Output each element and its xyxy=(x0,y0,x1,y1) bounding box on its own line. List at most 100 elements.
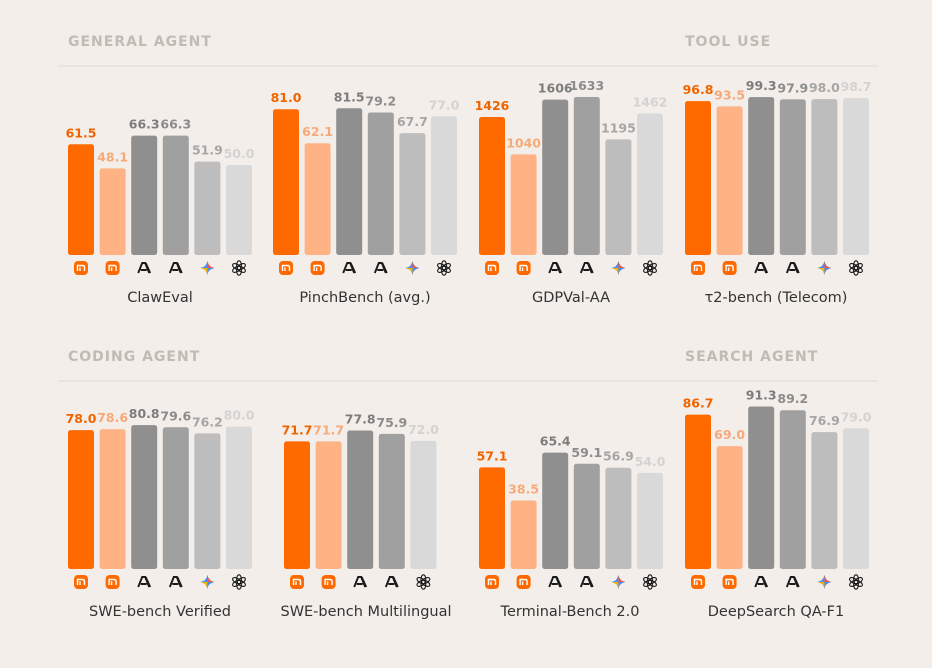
openai-icon xyxy=(232,260,246,276)
bar-2-bench-telecom-0 xyxy=(685,101,711,255)
bar-pinchbench-avg-2 xyxy=(336,108,363,255)
value-label-gdpval-aa-4: 1195 xyxy=(601,120,636,135)
value-label-terminal-bench-2-0-0: 57.1 xyxy=(477,448,508,463)
bar-swe-bench-multilingual-1 xyxy=(315,441,342,569)
gemini-icon xyxy=(611,575,626,589)
bar-claweval-2 xyxy=(131,135,158,255)
xiaomi-icon xyxy=(485,261,499,275)
anthropic-icon xyxy=(785,262,800,274)
bar-pinchbench-avg-0 xyxy=(273,109,299,255)
bar-terminal-bench-2-0-4 xyxy=(605,467,632,569)
anthropic-icon xyxy=(342,262,357,274)
bar-pinchbench-avg-4 xyxy=(399,133,426,255)
anthropic-icon xyxy=(579,576,594,588)
anthropic-icon xyxy=(384,576,399,588)
benchmark-label-2-bench-telecom: τ2-bench (Telecom) xyxy=(705,290,848,306)
bar-deepsearch-qa-f1-1 xyxy=(716,446,743,569)
bar-swe-bench-verified-2 xyxy=(131,425,158,569)
openai-icon xyxy=(643,260,657,276)
bar-pinchbench-avg-3 xyxy=(367,112,394,255)
value-label-swe-bench-multilingual-4: 72.0 xyxy=(408,422,439,437)
xiaomi-icon xyxy=(321,575,336,589)
anthropic-icon xyxy=(754,262,769,274)
xiaomi-icon xyxy=(105,575,120,589)
value-label-deepsearch-qa-f1-3: 89.2 xyxy=(777,391,808,406)
value-label-claweval-3: 66.3 xyxy=(160,117,191,132)
value-label-2-bench-telecom-2: 99.3 xyxy=(746,78,777,93)
anthropic-icon xyxy=(754,576,769,588)
openai-icon xyxy=(437,260,451,276)
bar-claweval-4 xyxy=(194,161,221,255)
bar-deepsearch-qa-f1-4 xyxy=(811,432,838,569)
section-title-tool-use: TOOL USE xyxy=(685,34,771,50)
bar-pinchbench-avg-5 xyxy=(431,116,457,256)
bar-deepsearch-qa-f1-0 xyxy=(685,414,711,569)
xiaomi-icon xyxy=(691,261,705,275)
value-label-swe-bench-multilingual-1: 71.7 xyxy=(313,422,344,437)
bar-swe-bench-multilingual-2 xyxy=(347,430,374,569)
value-label-swe-bench-verified-4: 76.2 xyxy=(192,414,223,429)
value-label-terminal-bench-2-0-2: 65.4 xyxy=(540,434,571,449)
anthropic-icon xyxy=(137,576,152,588)
bar-claweval-1 xyxy=(99,168,126,255)
value-label-swe-bench-verified-2: 80.8 xyxy=(129,406,160,421)
openai-icon xyxy=(849,260,863,276)
anthropic-icon xyxy=(548,262,563,274)
value-label-swe-bench-verified-1: 78.6 xyxy=(97,410,128,425)
bar-swe-bench-verified-3 xyxy=(162,427,189,569)
xiaomi-icon xyxy=(310,261,325,275)
bar-2-bench-telecom-1 xyxy=(716,106,743,256)
bar-2-bench-telecom-3 xyxy=(779,99,806,256)
value-label-pinchbench-avg-2: 81.5 xyxy=(334,89,365,104)
bar-swe-bench-multilingual-3 xyxy=(378,433,405,569)
xiaomi-icon xyxy=(516,261,531,275)
value-label-terminal-bench-2-0-3: 59.1 xyxy=(571,445,602,460)
value-label-2-bench-telecom-3: 97.9 xyxy=(777,80,808,95)
xiaomi-icon xyxy=(691,575,705,589)
charts-layer: 61.548.166.3 66.351.9 50.0ClawEval81.062.1… xyxy=(66,78,872,620)
benchmark-label-claweval: ClawEval xyxy=(127,290,193,306)
bar-swe-bench-multilingual-4 xyxy=(410,440,437,569)
value-label-pinchbench-avg-1: 62.1 xyxy=(302,124,333,139)
value-label-gdpval-aa-3: 1633 xyxy=(569,78,604,93)
gemini-icon xyxy=(817,261,832,275)
bar-swe-bench-verified-4 xyxy=(194,433,221,569)
bar-gdpval-aa-1 xyxy=(510,154,537,255)
bar-2-bench-telecom-5 xyxy=(843,98,869,255)
openai-icon xyxy=(232,574,246,590)
bar-gdpval-aa-4 xyxy=(605,139,632,255)
bar-terminal-bench-2-0-0 xyxy=(479,467,505,569)
value-label-deepsearch-qa-f1-1: 69.0 xyxy=(714,427,745,442)
value-label-deepsearch-qa-f1-2: 91.3 xyxy=(746,387,777,402)
bar-gdpval-aa-3 xyxy=(573,96,600,255)
anthropic-icon xyxy=(373,262,388,274)
bar-deepsearch-qa-f1-5 xyxy=(843,428,869,569)
value-label-gdpval-aa-5: 1462 xyxy=(633,95,668,110)
bar-2-bench-telecom-4 xyxy=(811,99,838,256)
gemini-icon xyxy=(200,261,215,275)
bar-terminal-bench-2-0-5 xyxy=(637,472,663,569)
bar-swe-bench-verified-0 xyxy=(68,430,94,569)
xiaomi-icon xyxy=(485,575,499,589)
anthropic-icon xyxy=(137,262,152,274)
xiaomi-icon xyxy=(279,261,293,275)
bar-claweval-3 xyxy=(162,135,189,255)
bar-2-bench-telecom-2 xyxy=(748,97,775,255)
value-label-swe-bench-verified-0: 78.0 xyxy=(66,411,97,426)
bar-gdpval-aa-2 xyxy=(542,99,569,255)
value-label-pinchbench-avg-0: 81.0 xyxy=(271,90,302,105)
bar-gdpval-aa-0 xyxy=(479,117,505,255)
xiaomi-icon xyxy=(74,575,88,589)
xiaomi-icon xyxy=(722,261,737,275)
value-label-terminal-bench-2-0-1: 38.5 xyxy=(508,481,539,496)
value-label-claweval-1: 48.1 xyxy=(97,149,128,164)
section-title-general-agent: GENERAL AGENT xyxy=(68,34,212,50)
bar-claweval-5 xyxy=(226,165,252,255)
value-label-terminal-bench-2-0-5: 54.0 xyxy=(635,454,666,469)
bar-claweval-0 xyxy=(68,144,94,255)
openai-icon xyxy=(643,574,657,590)
openai-icon xyxy=(849,574,863,590)
value-label-swe-bench-verified-3: 79.6 xyxy=(160,408,191,423)
